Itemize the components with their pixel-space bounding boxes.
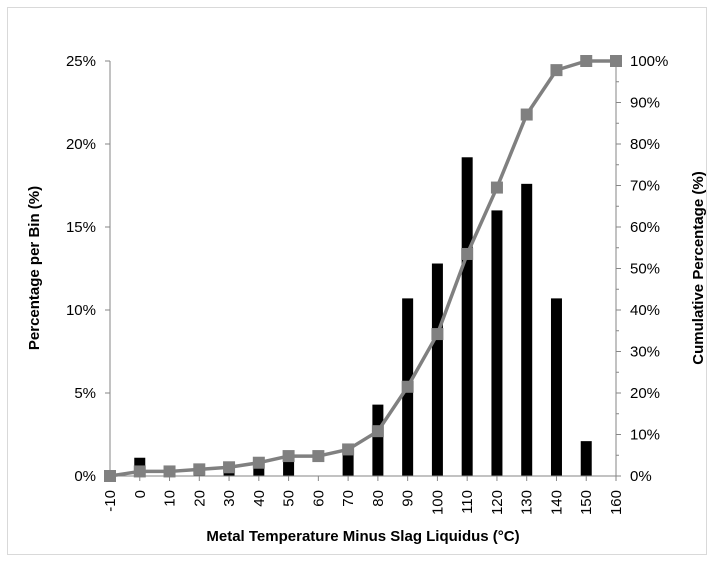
- left-tick-label: 10%: [66, 302, 96, 319]
- bar-70: [342, 452, 354, 476]
- right-tick-label: 30%: [630, 344, 660, 361]
- x-axis-title: Metal Temperature Minus Slag Liquidus (°…: [206, 528, 519, 545]
- right-tick-label: 70%: [630, 178, 660, 195]
- chart-border: [7, 7, 707, 555]
- right-axis-title: Cumulative Percentage (%): [690, 171, 707, 364]
- x-tick-label: 70: [340, 490, 357, 507]
- cumulative-marker-80: [371, 425, 384, 438]
- bar-40: [253, 466, 265, 476]
- cumulative-marker-130: [520, 108, 533, 121]
- cumulative-marker-40: [252, 456, 265, 469]
- left-tick-label: 5%: [74, 385, 96, 402]
- bar-30: [223, 471, 235, 476]
- right-tick-label: 0%: [630, 468, 652, 485]
- cumulative-marker-30: [223, 461, 236, 474]
- right-tick-label: 60%: [630, 219, 660, 236]
- cumulative-marker-50: [282, 450, 295, 463]
- x-tick-label: 90: [400, 490, 417, 507]
- cumulative-marker-140: [550, 64, 563, 77]
- bar-140: [550, 298, 562, 476]
- cumulative-line: [109, 59, 616, 478]
- x-tick-label: 130: [519, 490, 536, 515]
- x-tick-label: 0: [132, 490, 149, 498]
- bar-100: [431, 263, 443, 476]
- cumulative-marker-110: [461, 247, 474, 260]
- cumulative-marker--10: [104, 470, 116, 482]
- cumulative-marker-100: [431, 328, 444, 341]
- x-tick-label: 10: [162, 490, 179, 507]
- bar-120: [491, 210, 503, 476]
- bar-150: [580, 441, 592, 476]
- x-tick-label: 20: [191, 490, 208, 507]
- cumulative-marker-160: [610, 55, 622, 67]
- x-tick-label: 60: [310, 490, 327, 507]
- x-tick-label: 100: [429, 490, 446, 515]
- bar-110: [461, 157, 473, 476]
- right-tick-label: 10%: [630, 427, 660, 444]
- cumulative-marker-90: [401, 380, 414, 393]
- cumulative-marker-150: [580, 55, 593, 67]
- x-tick-label: 80: [370, 490, 387, 507]
- left-tick-label: 15%: [66, 219, 96, 236]
- x-tick-label: 110: [459, 490, 476, 514]
- x-tick-label: 30: [221, 490, 238, 507]
- cumulative-marker-10: [163, 465, 176, 478]
- bar-80: [372, 404, 384, 476]
- cumulative-marker-0: [133, 465, 146, 478]
- cumulative-marker-70: [342, 443, 355, 456]
- right-tick-label: 80%: [630, 136, 660, 153]
- cumulative-marker-20: [193, 463, 206, 476]
- x-tick-label: 160: [608, 490, 625, 515]
- cumulative-marker-120: [490, 181, 503, 194]
- right-tick-label: 100%: [630, 53, 668, 70]
- left-tick-label: 20%: [66, 136, 96, 153]
- cumulative-marker-60: [312, 450, 325, 463]
- x-tick-label: -10: [102, 490, 119, 512]
- right-tick-label: 20%: [630, 385, 660, 402]
- right-tick-label: 90%: [630, 95, 660, 112]
- x-tick-label: 50: [281, 490, 298, 507]
- left-axis-title: Percentage per Bin (%): [26, 186, 43, 350]
- bar-50: [283, 457, 295, 476]
- x-tick-label: 120: [489, 490, 506, 515]
- x-tick-label: 40: [251, 490, 268, 507]
- left-tick-label: 25%: [66, 53, 96, 70]
- bar-130: [521, 183, 533, 476]
- right-tick-label: 50%: [630, 261, 660, 278]
- x-tick-label: 140: [548, 490, 565, 515]
- left-tick-label: 0%: [74, 468, 96, 485]
- x-tick-label: 150: [578, 490, 595, 515]
- right-tick-label: 40%: [630, 302, 660, 319]
